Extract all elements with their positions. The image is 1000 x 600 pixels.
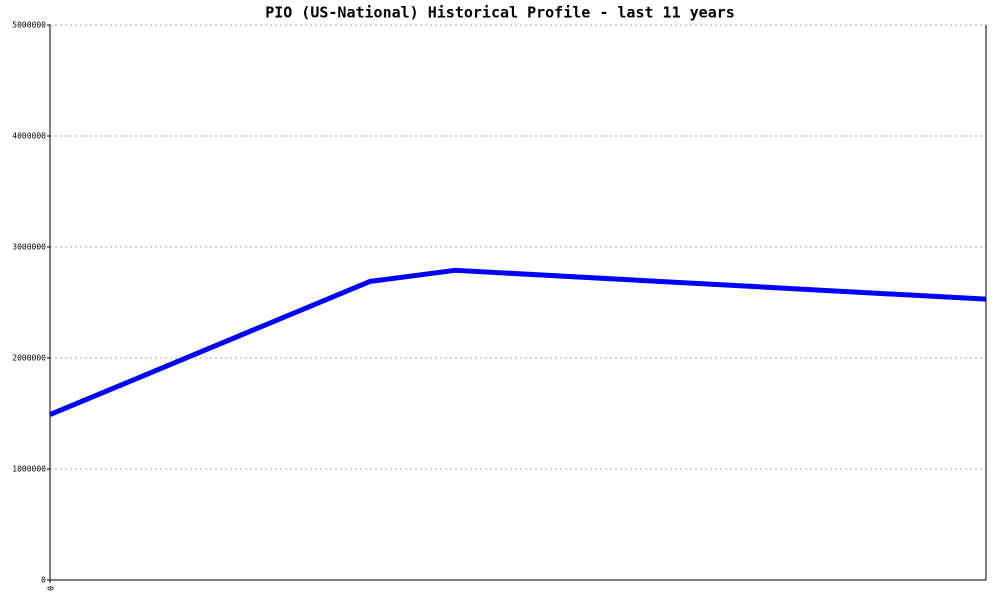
chart-title: PIO (US-National) Historical Profile - l… bbox=[265, 4, 735, 22]
line-series bbox=[49, 267, 987, 417]
y-tick-label: 5000000 bbox=[12, 21, 46, 30]
y-tick-label: 0 bbox=[41, 576, 46, 585]
y-tick-label: 4000000 bbox=[12, 132, 46, 141]
x-tick-label: 0 bbox=[46, 586, 55, 591]
y-tick-label: 3000000 bbox=[12, 243, 46, 252]
y-tick-label: 2000000 bbox=[12, 354, 46, 363]
y-tick-label: 1000000 bbox=[12, 465, 46, 474]
